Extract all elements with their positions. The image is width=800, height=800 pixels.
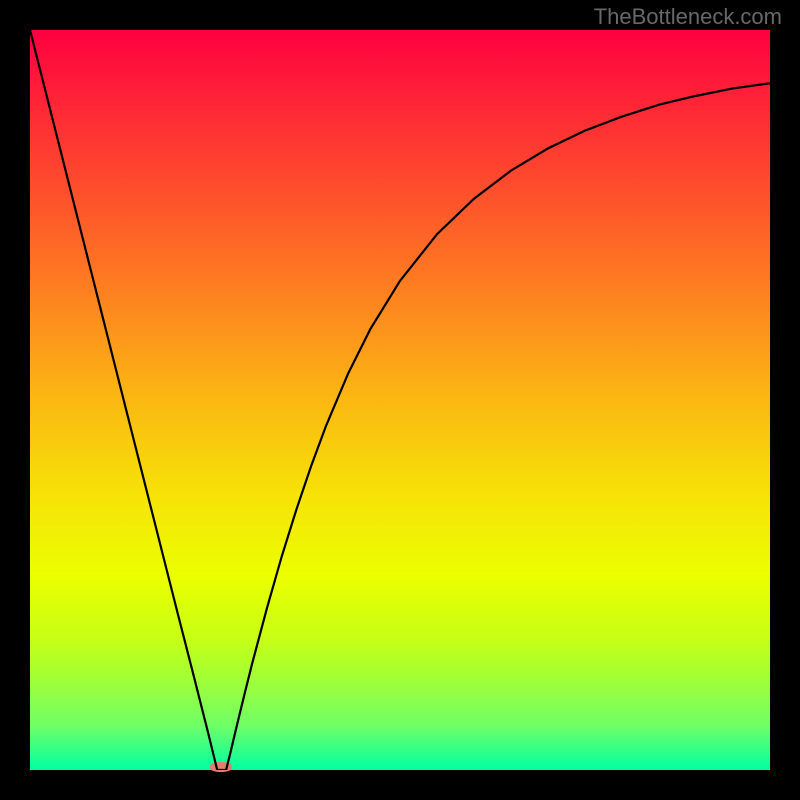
bottleneck-curve bbox=[30, 30, 770, 770]
watermark-text: TheBottleneck.com bbox=[594, 4, 782, 30]
plot-area bbox=[30, 30, 770, 770]
curve-svg bbox=[30, 30, 770, 770]
